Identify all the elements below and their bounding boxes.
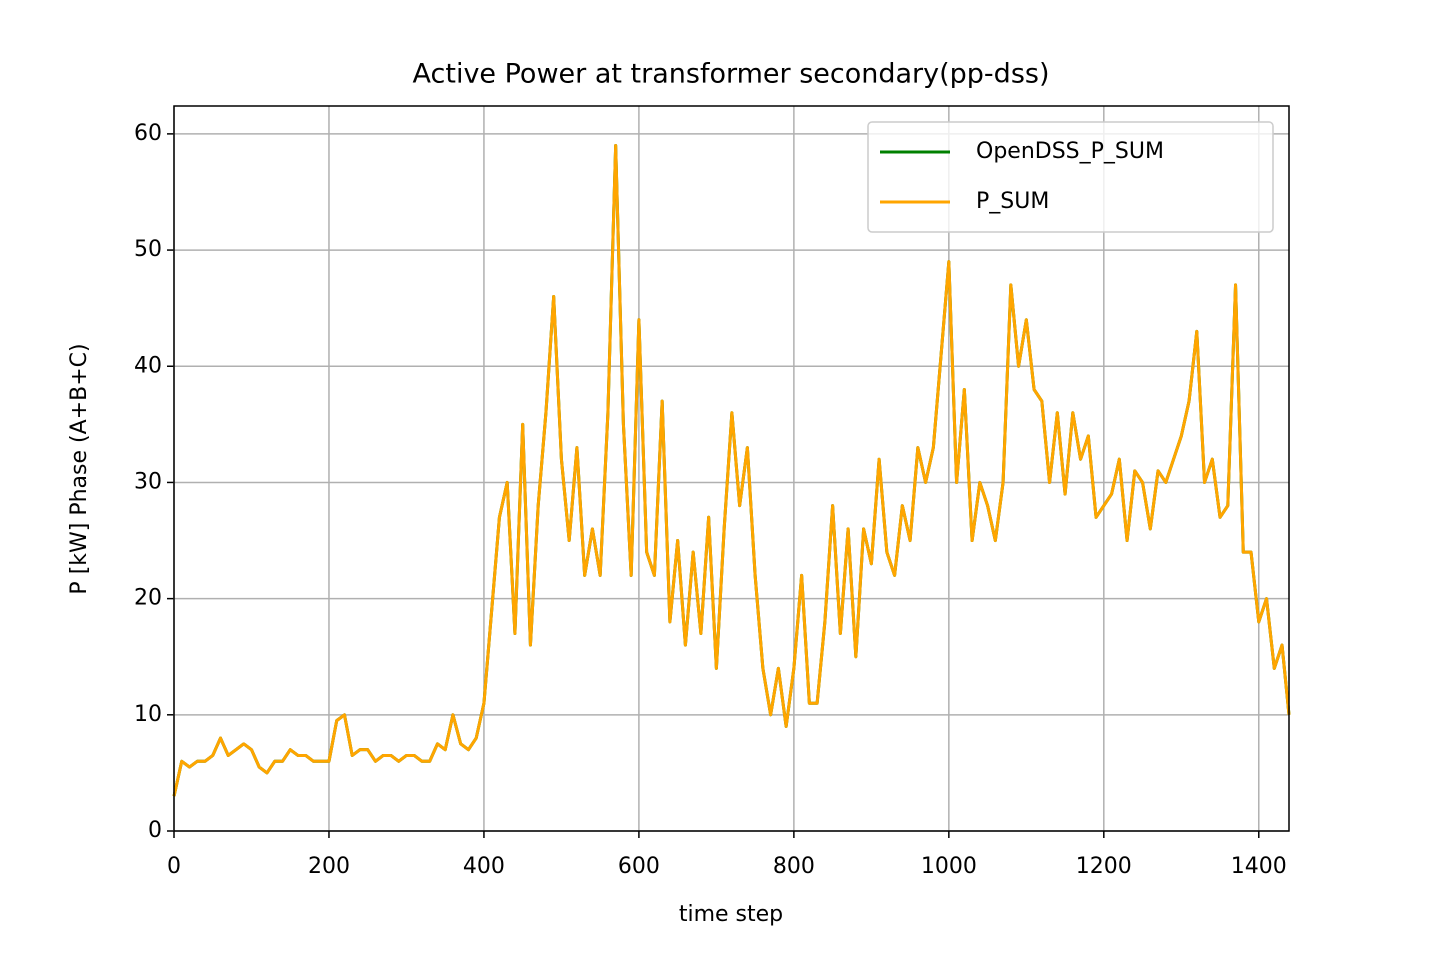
x-tick-label: 400 [463,854,505,879]
chart-title: Active Power at transformer secondary(pp… [413,59,1050,90]
legend-label: P_SUM [976,189,1049,214]
plot-frame [173,105,1290,832]
x-tick-label: 0 [167,854,181,879]
y-tick-label: 50 [134,237,162,262]
legend-box [867,121,1274,233]
y-tick-label: 30 [134,469,162,494]
y-tick-label: 10 [134,702,162,727]
x-tick-label: 1400 [1231,854,1287,879]
x-tick-label: 1200 [1076,854,1132,879]
x-axis-label: time step [679,902,783,927]
x-tick-label: 800 [773,854,815,879]
legend-label: OpenDSS_P_SUM [976,139,1164,164]
x-tick-label: 600 [618,854,660,879]
x-tick-label: 200 [308,854,350,879]
x-tick-label: 1000 [921,854,977,879]
y-axis-label: P [kW] Phase (A+B+C) [67,343,92,594]
y-tick-label: 60 [134,121,162,146]
y-tick-label: 40 [134,353,162,378]
y-tick-label: 20 [134,586,162,611]
data-line [172,144,1291,797]
y-tick-label: 0 [148,818,162,843]
